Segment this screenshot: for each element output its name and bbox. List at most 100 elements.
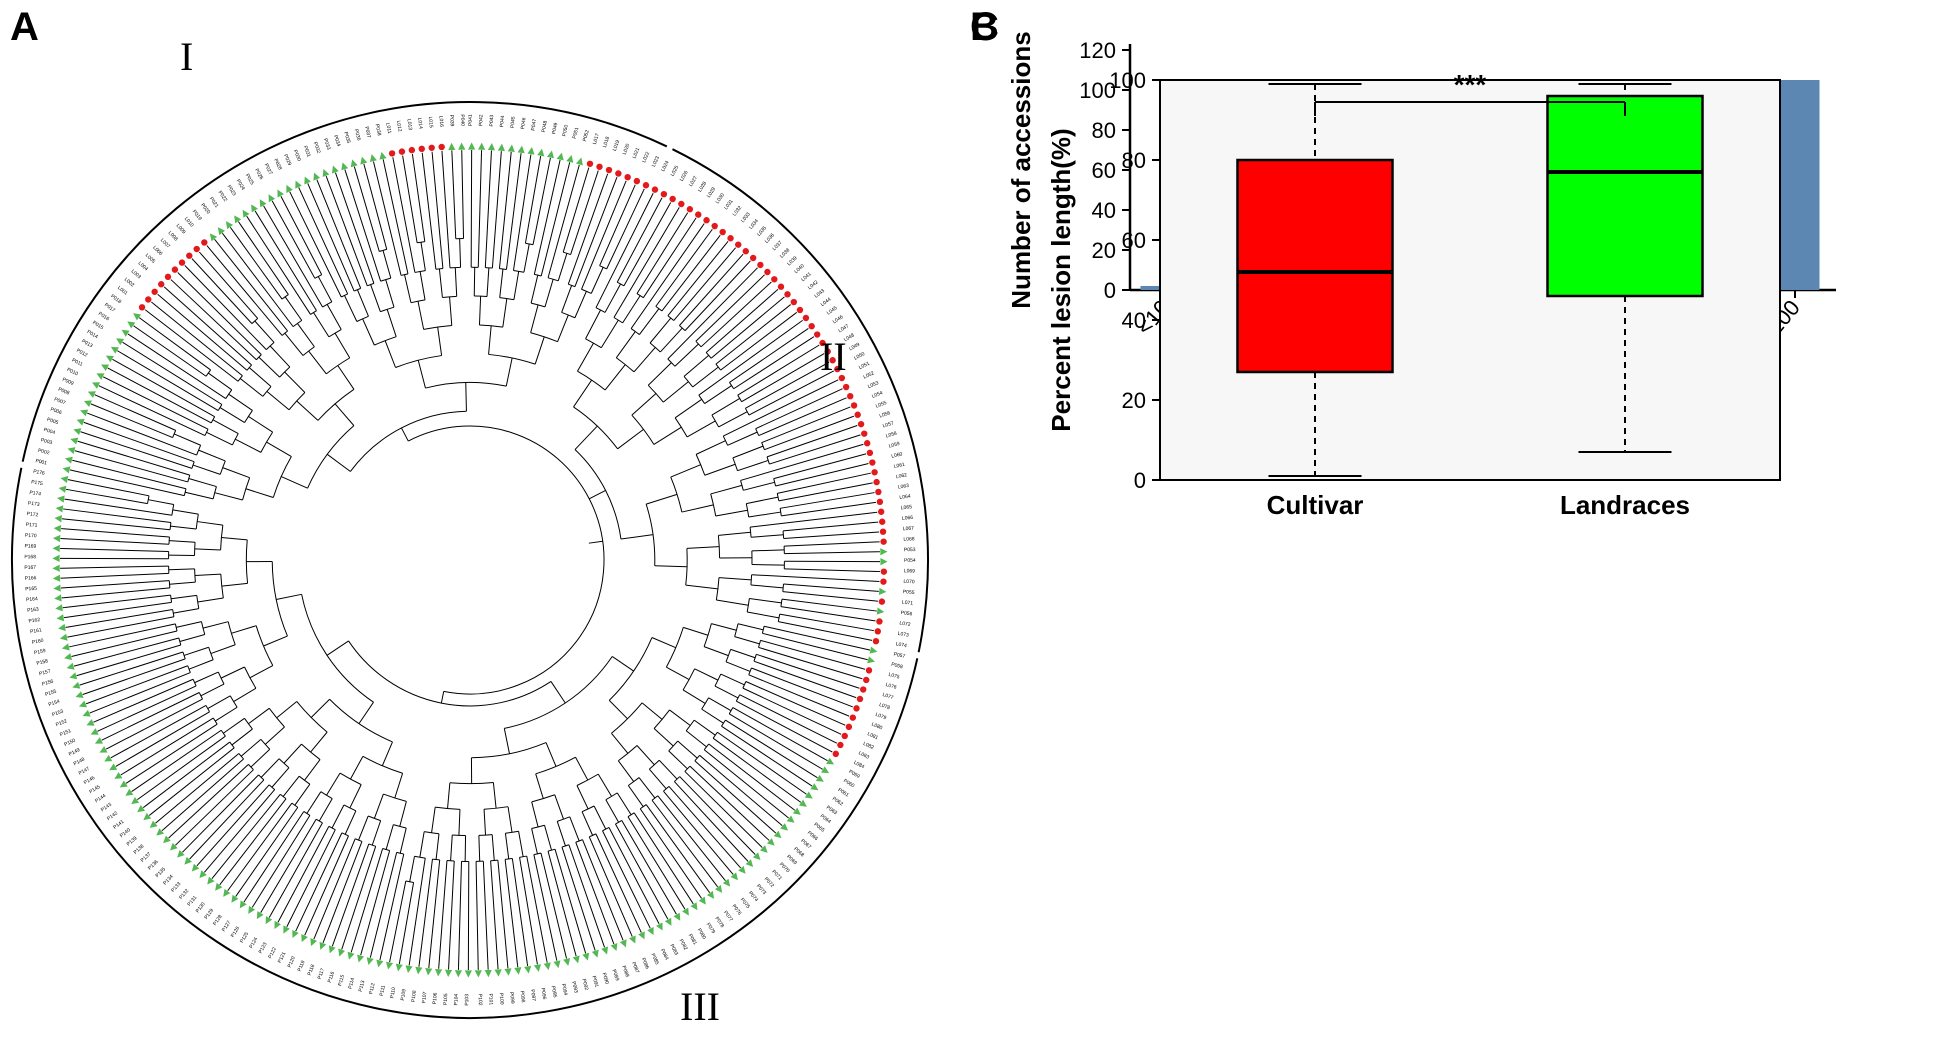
leaf-label: P045: [510, 116, 517, 128]
leaf-label: P058: [890, 662, 903, 671]
leaf-label: L073: [897, 631, 909, 639]
leaf-triangle-icon: [116, 338, 124, 345]
box: [1548, 96, 1703, 296]
leaf-label: P131: [186, 895, 198, 908]
leaf-triangle-icon: [104, 755, 112, 762]
leaf-circle-icon: [771, 276, 777, 282]
leaf-label: L035: [756, 225, 768, 237]
leaf-triangle-icon: [57, 614, 65, 621]
leaf-triangle-icon: [620, 939, 627, 947]
leaf-label: P037: [363, 126, 372, 139]
leaf-label: P024: [235, 178, 246, 191]
leaf-label: L074: [895, 641, 907, 649]
leaf-label: P080: [696, 927, 707, 940]
leaf-label: P022: [217, 190, 229, 203]
leaf-label: P090: [601, 972, 610, 985]
leaf-label: L068: [903, 536, 915, 542]
leaf-triangle-icon: [380, 152, 387, 160]
leaf-label: P043: [489, 115, 496, 127]
leaf-label: P115: [337, 974, 346, 987]
leaf-triangle-icon: [488, 143, 495, 150]
leaf-label: L043: [813, 288, 826, 300]
xtick-label: Cultivar: [1267, 490, 1364, 520]
leaf-circle-icon: [858, 421, 864, 427]
leaf-triangle-icon: [351, 159, 358, 167]
leaf-triangle-icon: [52, 555, 59, 562]
leaf-label: P121: [277, 951, 287, 964]
leaf-circle-icon: [158, 281, 164, 287]
leaf-circle-icon: [743, 248, 749, 254]
leaf-triangle-icon: [137, 805, 145, 812]
leaf-triangle-icon: [880, 548, 887, 555]
leaf-label: P048: [541, 120, 549, 133]
leaf-triangle-icon: [304, 176, 311, 184]
leaf-circle-icon: [643, 182, 649, 188]
leaf-label: L044: [820, 296, 833, 307]
leaf-label: P109: [400, 988, 408, 1001]
leaf-triangle-icon: [810, 783, 818, 790]
leaf-triangle-icon: [61, 476, 69, 483]
leaf-label: P094: [560, 983, 568, 996]
leaf-triangle-icon: [59, 486, 67, 493]
leaf-label: P005: [46, 417, 59, 426]
leaf-circle-icon: [687, 206, 693, 212]
leaf-triangle-icon: [527, 147, 534, 155]
leaf-label: P092: [580, 978, 589, 991]
leaf-label: L034: [748, 218, 760, 231]
leaf-label: P105: [443, 993, 450, 1005]
leaf-label: P053: [904, 547, 916, 553]
leaf-triangle-icon: [867, 656, 875, 663]
leaf-triangle-icon: [877, 608, 885, 615]
leaf-label: P071: [770, 869, 783, 882]
box: [1238, 160, 1393, 372]
leaf-label: P166: [25, 575, 37, 582]
ytick-label: 0: [1134, 468, 1146, 493]
leaf-label: L039: [786, 255, 798, 267]
leaf-label: P034: [332, 134, 341, 147]
leaf-triangle-icon: [448, 143, 455, 150]
leaf-triangle-icon: [415, 967, 422, 975]
leaf-circle-icon: [847, 393, 853, 399]
leaf-label: P064: [819, 813, 832, 825]
leaf-label: P091: [591, 975, 600, 988]
leaf-label: L023: [651, 155, 661, 168]
leaf-label: L003: [130, 269, 143, 281]
leaf-triangle-icon: [68, 447, 76, 454]
leaf-triangle-icon: [60, 634, 68, 641]
leaf-triangle-icon: [494, 969, 501, 976]
leaf-circle-icon: [875, 489, 881, 495]
leaf-circle-icon: [837, 742, 843, 748]
leaf-triangle-icon: [53, 575, 60, 582]
leaf-label: L019: [612, 139, 621, 152]
leaf-triangle-icon: [435, 969, 442, 976]
leaf-triangle-icon: [534, 964, 541, 972]
leaf-triangle-icon: [218, 227, 225, 235]
leaf-circle-icon: [854, 412, 860, 418]
leaf-circle-icon: [399, 148, 405, 154]
leaf-triangle-icon: [376, 960, 383, 968]
leaf-label: P159: [34, 648, 47, 656]
leaf-triangle-icon: [323, 169, 330, 177]
leaf-label: P154: [48, 699, 61, 709]
leaf-label: L079: [874, 712, 887, 722]
leaf-label: P023: [226, 184, 238, 197]
boxplot: 020406080100CultivarLandracesPercent les…: [960, 0, 1946, 560]
leaf-triangle-icon: [80, 410, 88, 417]
leaf-label: L016: [438, 116, 445, 128]
leaf-label: P139: [126, 835, 139, 847]
leaf-triangle-icon: [478, 143, 485, 150]
leaf-label: P171: [25, 522, 37, 529]
leaf-label: P129: [203, 908, 215, 921]
leaf-label: P102: [477, 994, 483, 1006]
leaf-label: P012: [75, 348, 88, 359]
significance-label: ***: [1454, 69, 1487, 100]
leaf-triangle-icon: [691, 902, 698, 910]
leaf-triangle-icon: [64, 653, 72, 660]
leaf-triangle-icon: [283, 926, 289, 934]
y-axis-label: Percent lesion length(%): [1046, 128, 1076, 431]
leaf-triangle-icon: [682, 908, 689, 916]
leaf-label: P101: [487, 993, 494, 1005]
leaf-triangle-icon: [723, 879, 730, 887]
leaf-label: P163: [27, 607, 40, 614]
leaf-circle-icon: [703, 217, 709, 223]
